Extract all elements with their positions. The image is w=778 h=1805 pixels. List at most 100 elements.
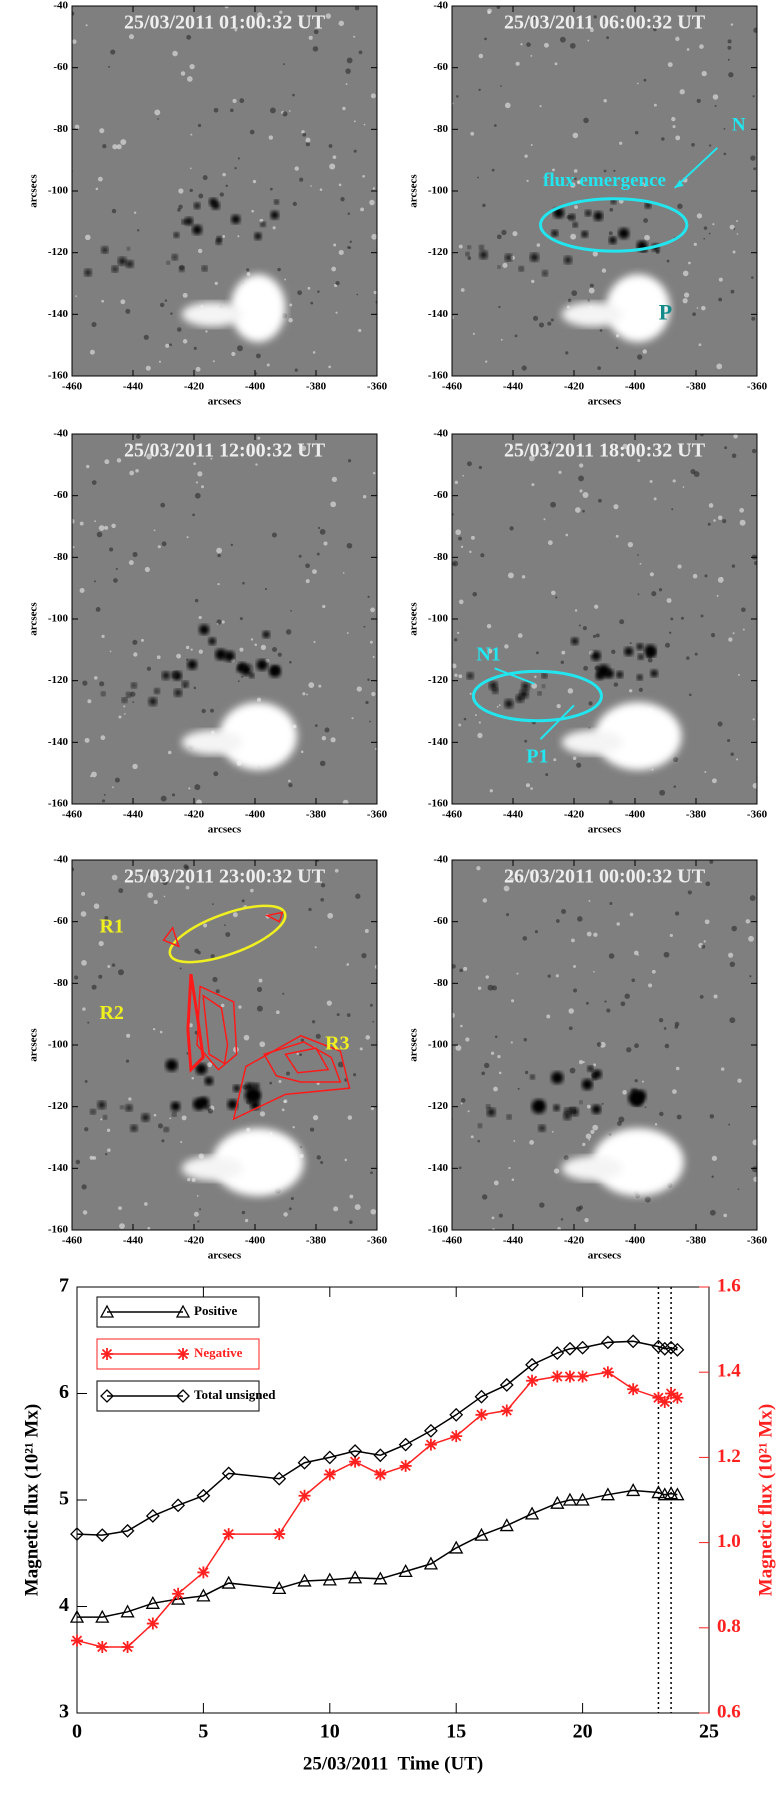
y-tick-label: -140 [48, 736, 69, 748]
speckle [643, 349, 647, 353]
speckle [340, 197, 344, 201]
positive-spot-tail [182, 730, 243, 755]
speckle [197, 471, 202, 476]
speckle [652, 970, 656, 974]
speckle [369, 200, 374, 205]
speckle [289, 661, 292, 664]
speckle [637, 554, 639, 556]
legend-label: Total unsigned [194, 1387, 276, 1402]
speckle [292, 94, 295, 97]
speckle [570, 43, 576, 49]
x-tick-label: -460 [442, 1235, 463, 1247]
speckle [548, 974, 551, 977]
speckle [244, 1035, 250, 1041]
negative-spot [592, 1070, 601, 1079]
speckle [74, 975, 78, 979]
speckle [176, 654, 181, 659]
speckle [597, 1042, 602, 1047]
speckle [306, 694, 308, 696]
speckle [291, 1197, 294, 1200]
speckle [194, 784, 200, 790]
speckle [589, 288, 595, 294]
speckle [522, 575, 525, 578]
speckle [748, 936, 754, 942]
negative-spot [149, 697, 157, 705]
speckle [94, 676, 98, 680]
speckle [753, 1177, 758, 1182]
speckle [471, 1135, 474, 1138]
speckle [490, 789, 493, 792]
speckle [306, 579, 310, 583]
x-tick-label: -420 [564, 1235, 585, 1247]
x-tick-label: -400 [245, 809, 266, 821]
speckle [508, 572, 514, 578]
speckle [322, 736, 326, 740]
x-tick-label: -440 [123, 1235, 144, 1247]
speckle [371, 692, 375, 696]
speckle [470, 693, 472, 695]
speckle [99, 941, 104, 946]
speckle [194, 687, 197, 690]
marker [526, 1375, 538, 1387]
speckle [516, 973, 518, 975]
speckle [587, 932, 592, 937]
marker [577, 1370, 589, 1382]
negative-spot [179, 267, 184, 272]
negative-spot [174, 689, 182, 697]
speckle [282, 993, 284, 995]
speckle [673, 479, 676, 482]
speckle [467, 461, 472, 466]
speckle [722, 519, 726, 523]
speckle [497, 706, 499, 708]
speckle [475, 714, 477, 716]
speckle [697, 213, 702, 218]
speckle [255, 372, 257, 374]
speckle [370, 1171, 373, 1174]
speckle [724, 153, 727, 156]
speckle [614, 682, 618, 686]
speckle [644, 235, 650, 241]
speckle [195, 493, 201, 499]
speckle [178, 188, 183, 193]
speckle [596, 634, 600, 638]
speckle [586, 1002, 589, 1005]
x-axis-label: 25/03/2011 Time (UT) [303, 1753, 483, 1774]
speckle [282, 1108, 285, 1111]
speckle [355, 6, 359, 10]
x-tick-label: 5 [198, 1721, 208, 1743]
speckle [478, 987, 481, 990]
marker [450, 1430, 462, 1442]
speckle [721, 1067, 724, 1070]
speckle [289, 304, 292, 307]
negative-spot [582, 1079, 593, 1090]
speckle [242, 1211, 245, 1214]
x-tick-label: -420 [564, 381, 585, 393]
speckle [501, 339, 503, 341]
negative-spot [594, 211, 603, 220]
positive-spot-tail [182, 1156, 243, 1181]
speckle [92, 480, 97, 485]
speckle [574, 205, 578, 209]
speckle [124, 713, 126, 715]
speckle [118, 1206, 122, 1210]
speckle [350, 241, 352, 243]
speckle [540, 105, 542, 107]
speckle [199, 616, 202, 619]
speckle [664, 952, 670, 958]
speckle [87, 1022, 89, 1024]
speckle [719, 278, 723, 282]
speckle [635, 1079, 638, 1082]
y-axis-label: arcsecs [28, 1028, 40, 1062]
speckle [313, 46, 319, 52]
speckle [555, 62, 558, 65]
negative-spot [101, 247, 108, 254]
speckle [198, 249, 202, 253]
speckle [737, 233, 739, 235]
y-axis-label: arcsecs [28, 174, 40, 208]
speckle [730, 225, 735, 230]
speckle [356, 294, 358, 296]
speckle [370, 1004, 373, 1007]
y2-axis-label: Magnetic flux (10²¹ Mx) [755, 1404, 776, 1596]
speckle [192, 1178, 196, 1182]
negative-spot [112, 266, 118, 272]
